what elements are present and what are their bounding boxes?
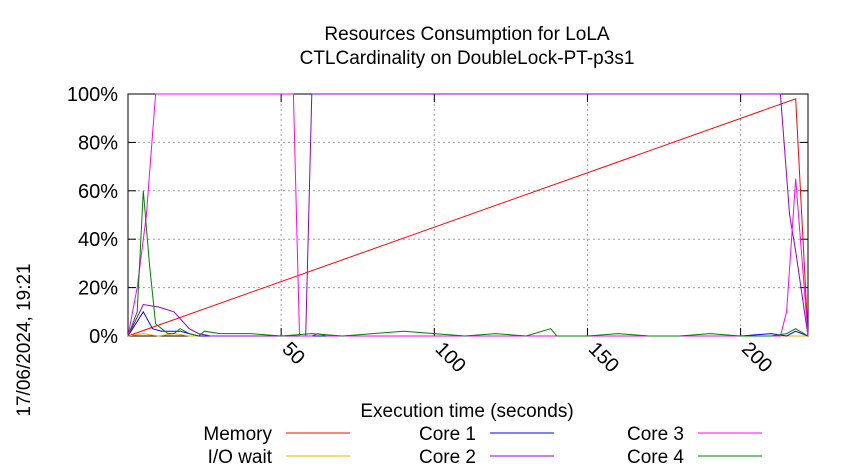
y-tick-label: 100% <box>67 84 118 106</box>
y-tick-label: 40% <box>78 229 118 251</box>
series-line-core-4 <box>127 190 809 337</box>
x-tick-label: 150 <box>584 338 623 377</box>
legend-label: Core 4 <box>627 447 684 468</box>
y-tick-label: 0% <box>89 326 118 348</box>
legend-label: Core 2 <box>419 447 476 468</box>
x-axis-label: Execution time (seconds) <box>360 401 573 422</box>
x-tick-label: 100 <box>431 338 470 377</box>
x-tick-label: 50 <box>278 338 309 369</box>
legend-label: Memory <box>203 424 272 445</box>
chart-title-line1: Resources Consumption for LoLA <box>324 24 609 45</box>
series-lines <box>127 93 809 337</box>
y-tick-label: 80% <box>78 132 118 154</box>
y-tick-label: 20% <box>78 278 118 300</box>
timestamp-label: 17/06/2024, 19:21 <box>14 263 35 416</box>
y-tick-label: 60% <box>78 181 118 203</box>
chart-title-line2: CTLCardinality on DoubleLock-PT-p3s1 <box>300 48 635 69</box>
grid-lines <box>128 94 808 336</box>
series-line-core-3 <box>127 93 809 337</box>
legend-label: I/O wait <box>208 447 273 468</box>
x-tick-label: 200 <box>737 338 776 377</box>
legend-label: Core 1 <box>419 424 476 445</box>
legend-label: Core 3 <box>627 424 684 445</box>
series-line-core-1 <box>127 310 809 337</box>
series-line-memory <box>127 98 809 337</box>
